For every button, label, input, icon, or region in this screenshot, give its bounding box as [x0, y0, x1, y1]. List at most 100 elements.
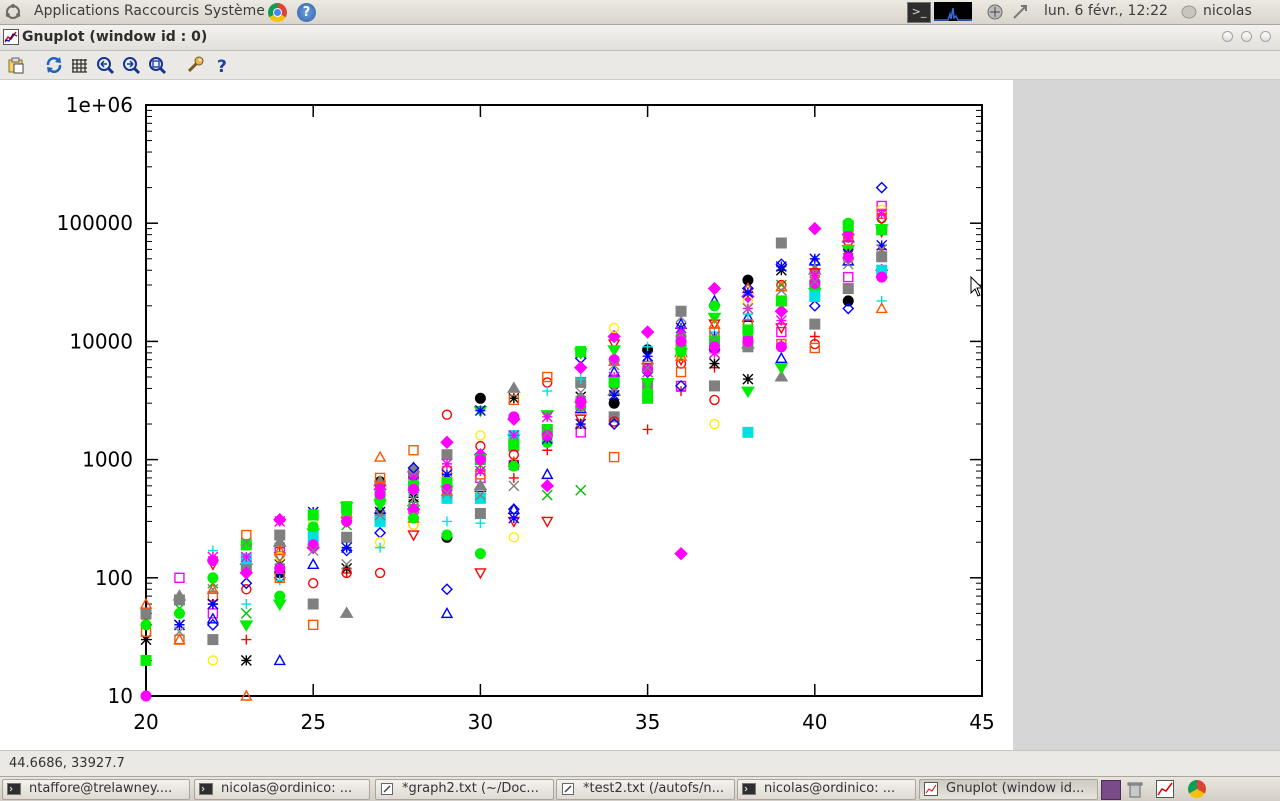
data-point: [776, 326, 787, 338]
data-point: [240, 607, 252, 619]
data-point: [675, 305, 687, 317]
y-tick-label: 10: [108, 684, 133, 708]
task-label: nicolas@ordinico: ...: [221, 781, 353, 796]
unzoom-icon[interactable]: [147, 55, 167, 75]
zoom-previous-icon[interactable]: [95, 55, 115, 75]
data-point: [374, 472, 386, 484]
close-button[interactable]: [1260, 31, 1271, 42]
data-point: [508, 438, 520, 450]
data-point: [441, 449, 453, 461]
data-point: [274, 555, 286, 567]
status-bar: 44.6686, 33927.7: [0, 750, 1280, 776]
chrome-launcher-icon[interactable]: [268, 3, 287, 22]
menu-applications[interactable]: Applications: [34, 3, 120, 19]
task-terminal-ordinico-2[interactable]: nicolas@ordinico: ...: [737, 779, 916, 800]
y-tick-label: 100: [95, 566, 133, 590]
data-point: [240, 689, 253, 701]
task-gnuplot[interactable]: Gnuplot (window id...: [919, 779, 1098, 800]
data-point: [541, 467, 554, 480]
task-terminal-trelawney[interactable]: ntaffore@trelawney....: [2, 779, 190, 800]
user-status-icon[interactable]: [1181, 5, 1197, 19]
data-point: [307, 545, 319, 557]
ubuntu-logo-icon[interactable]: [4, 3, 22, 21]
scatter-chart[interactable]: 20 25 30 35 40 45 10 100 1000 10000 100000 1e+06: [0, 80, 1013, 750]
trash-icon[interactable]: [1126, 780, 1144, 798]
data-point: [575, 374, 586, 385]
power-icon[interactable]: [1011, 3, 1029, 21]
data-point: [473, 478, 488, 491]
terminal-launcher-icon[interactable]: >_: [907, 2, 931, 23]
series-5: [241, 213, 887, 595]
system-monitor-icon[interactable]: [934, 2, 972, 21]
data-point: [542, 386, 553, 397]
data-point: [876, 251, 888, 263]
data-point: [608, 359, 620, 371]
data-point: [408, 472, 420, 484]
data-point: [440, 606, 454, 619]
help-launcher-icon[interactable]: ?: [297, 3, 316, 22]
data-point: [307, 509, 319, 521]
data-point: [876, 224, 888, 236]
data-point: [140, 607, 152, 619]
task-editor-test2[interactable]: *test2.txt (/autofs/n...: [556, 779, 735, 800]
data-point: [842, 295, 854, 307]
maximize-button[interactable]: [1241, 31, 1252, 42]
data-point: [474, 548, 486, 560]
clock[interactable]: lun. 6 févr., 12:22: [1044, 3, 1168, 19]
zoom-next-icon[interactable]: [121, 55, 141, 75]
help-icon[interactable]: ?: [212, 55, 232, 75]
data-point: [876, 271, 888, 283]
username[interactable]: nicolas: [1203, 3, 1252, 19]
window-title: Gnuplot (window id : 0): [22, 29, 208, 45]
data-point: [240, 577, 253, 590]
data-point: [440, 583, 453, 596]
settings-icon[interactable]: [185, 55, 205, 75]
network-icon[interactable]: [985, 3, 1005, 21]
data-point: [308, 619, 319, 631]
data-point: [575, 418, 587, 430]
data-point: [775, 351, 788, 363]
data-point: [809, 277, 821, 289]
menu-system[interactable]: Système: [204, 3, 265, 19]
plot-canvas[interactable]: 20 25 30 35 40 45 10 100 1000 10000 100000 1e+06: [0, 80, 1013, 750]
data-point: [574, 414, 587, 426]
data-point: [140, 690, 152, 702]
data-point: [374, 509, 386, 521]
data-point: [809, 318, 821, 330]
window-titlebar[interactable]: Gnuplot (window id : 0): [0, 25, 1280, 51]
data-point: [373, 450, 387, 462]
gnuplot-tray-icon[interactable]: [1156, 780, 1174, 798]
data-point: [675, 311, 687, 323]
minimize-button[interactable]: [1222, 31, 1233, 42]
copy-to-clipboard-icon[interactable]: [6, 55, 26, 75]
data-point: [508, 512, 520, 524]
replot-icon[interactable]: [44, 55, 64, 75]
data-point: [173, 633, 186, 645]
data-point: [308, 578, 319, 589]
workspace-switcher-icon[interactable]: [1101, 780, 1121, 800]
top-panel: Applications Raccourcis Système ? >_ lun…: [0, 0, 1280, 25]
task-editor-graph2[interactable]: *graph2.txt (~/Doc...: [375, 779, 554, 800]
data-point: [642, 341, 653, 352]
data-point: [875, 302, 888, 314]
data-point: [341, 531, 353, 543]
grid-icon[interactable]: [70, 55, 90, 75]
task-label: Gnuplot (window id...: [946, 781, 1085, 796]
data-point: [474, 568, 487, 580]
task-label: *test2.txt (/autofs/n...: [583, 781, 724, 796]
data-point: [206, 612, 220, 624]
data-point: [307, 598, 319, 610]
data-point: [742, 324, 754, 336]
series-23: [173, 243, 888, 638]
data-point: [240, 536, 252, 548]
task-terminal-ordinico-1[interactable]: nicolas@ordinico: ...: [194, 779, 370, 800]
data-point: [441, 483, 453, 495]
data-point: [206, 582, 220, 594]
data-point: [542, 377, 553, 388]
data-point: [875, 181, 888, 194]
menu-shortcuts[interactable]: Raccourcis: [124, 3, 200, 19]
y-tick-label: 100000: [57, 211, 133, 235]
chrome-tray-icon[interactable]: [1188, 780, 1206, 798]
data-point: [508, 392, 520, 404]
gnuplot-window-icon: [3, 29, 19, 45]
